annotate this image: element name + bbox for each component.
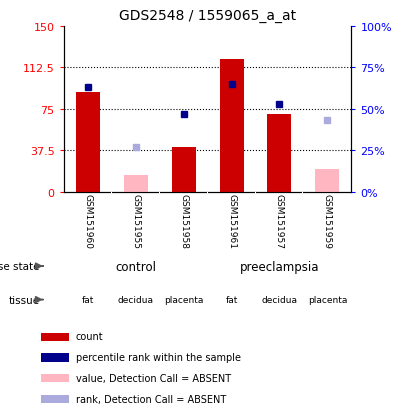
Bar <box>172 148 196 192</box>
FancyBboxPatch shape <box>41 374 69 382</box>
Text: count: count <box>76 332 103 342</box>
Text: fat: fat <box>81 295 94 304</box>
Text: placenta: placenta <box>164 295 203 304</box>
Bar <box>219 60 243 192</box>
FancyBboxPatch shape <box>41 395 69 403</box>
Text: GSM151957: GSM151957 <box>275 193 284 248</box>
Text: GSM151961: GSM151961 <box>227 193 236 248</box>
Bar <box>124 176 148 192</box>
FancyBboxPatch shape <box>41 354 69 362</box>
Text: GSM151955: GSM151955 <box>131 193 140 248</box>
Text: rank, Detection Call = ABSENT: rank, Detection Call = ABSENT <box>76 394 226 404</box>
Text: tissue: tissue <box>8 295 39 305</box>
Text: control: control <box>115 260 156 273</box>
Text: percentile rank within the sample: percentile rank within the sample <box>76 352 241 362</box>
Text: GSM151958: GSM151958 <box>179 193 188 248</box>
Text: GSM151960: GSM151960 <box>83 193 92 248</box>
Bar <box>268 115 291 192</box>
Text: value, Detection Call = ABSENT: value, Detection Call = ABSENT <box>76 373 231 383</box>
Bar <box>76 93 100 192</box>
Text: GSM151959: GSM151959 <box>323 193 332 248</box>
Text: decidua: decidua <box>261 295 298 304</box>
Text: fat: fat <box>225 295 238 304</box>
Text: preeclampsia: preeclampsia <box>240 260 319 273</box>
Text: decidua: decidua <box>118 295 154 304</box>
Bar <box>315 170 339 192</box>
Text: disease state: disease state <box>0 261 39 271</box>
FancyBboxPatch shape <box>41 333 69 341</box>
Title: GDS2548 / 1559065_a_at: GDS2548 / 1559065_a_at <box>119 9 296 23</box>
Text: placenta: placenta <box>308 295 347 304</box>
